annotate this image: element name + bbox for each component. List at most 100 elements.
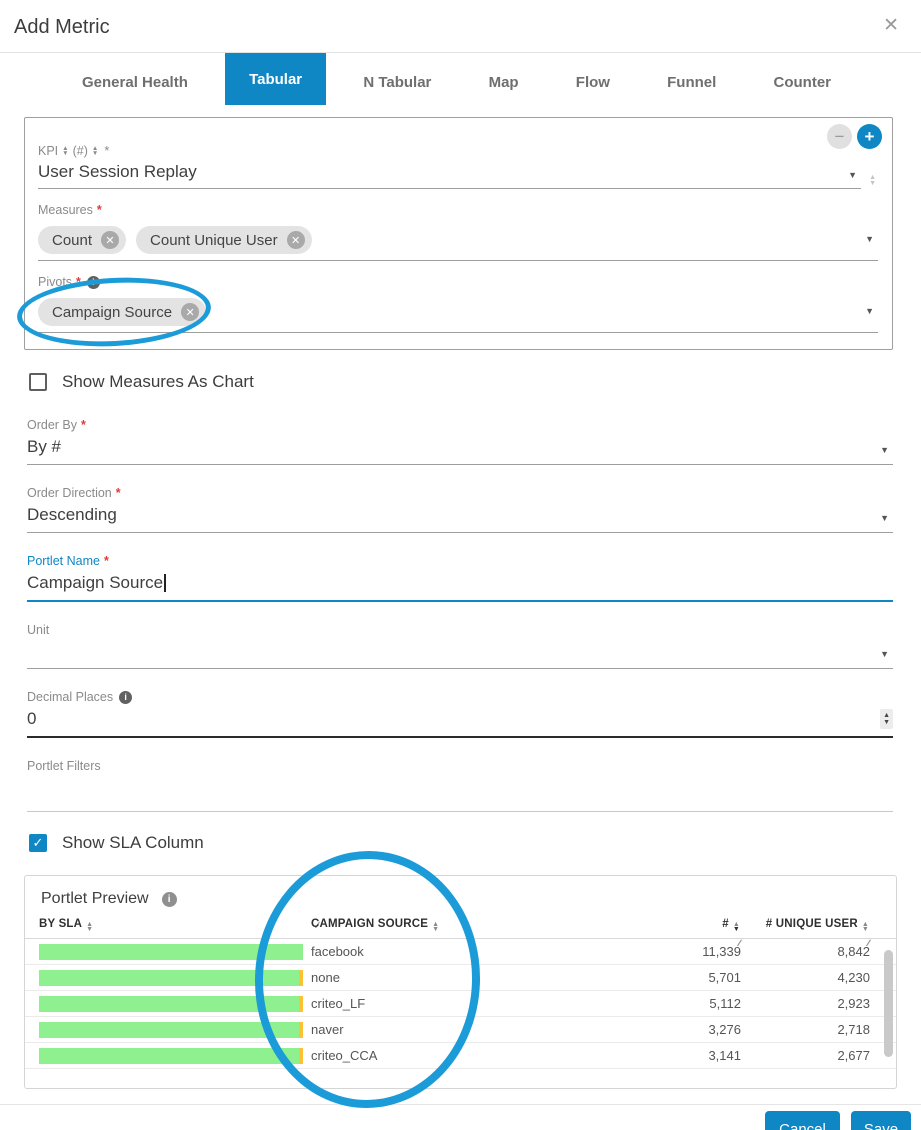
remove-chip-icon[interactable]: ✕ [181, 303, 200, 321]
required-asterisk: * [81, 418, 86, 432]
measure-chip-count-unique-user: Count Unique User ✕ [136, 226, 312, 254]
pivots-select[interactable]: Campaign Source ✕ ▼ [38, 291, 878, 333]
required-asterisk: * [103, 554, 109, 568]
order-direction-value: Descending [27, 505, 117, 524]
pivot-chip-campaign-source: Campaign Source ✕ [38, 298, 207, 326]
sort-icon[interactable]: ▲ ▼ [86, 921, 94, 933]
remove-chip-icon[interactable]: ✕ [286, 231, 305, 249]
number-stepper[interactable]: ▲ ▼ [880, 709, 893, 729]
portlet-filters-label: Portlet Filters [27, 759, 101, 773]
sort-icon[interactable]: ▲ ▼ [861, 921, 869, 933]
unique-user-cell: 8,842 [837, 944, 870, 959]
decimal-places-field: Decimal Places i 0 ▲ ▼ [27, 690, 893, 738]
decimal-places-input[interactable]: 0 ▲ ▼ [27, 709, 893, 738]
campaign-source-cell: naver [311, 1022, 344, 1037]
order-by-field: Order By * By # ▼ [27, 418, 893, 465]
unique-user-cell: 2,923 [837, 996, 870, 1011]
chevron-down-icon[interactable]: ▼ [880, 445, 889, 455]
kpi-card-actions: − + [827, 124, 882, 149]
campaign-source-cell: criteo_CCA [311, 1048, 378, 1063]
kpi-field: KPI ▲ ▼ (#) ▲ ▼ * User Session Replay ▼ ▲ ▼ [38, 144, 878, 189]
sla-bar [39, 995, 303, 1012]
show-measures-as-chart-row: Show Measures As Chart [29, 372, 921, 392]
tab-general-health[interactable]: General Health [82, 73, 188, 91]
chevron-down-icon[interactable]: ▼ [880, 649, 889, 659]
sort-icon[interactable]: ▲ ▼ [91, 145, 99, 157]
sort-icon[interactable]: ▲ ▼ [732, 921, 740, 933]
order-direction-field: Order Direction * Descending ▼ [27, 486, 893, 533]
decimal-places-label: Decimal Places [27, 690, 114, 704]
show-sla-column-row: ✓ Show SLA Column [29, 833, 921, 853]
decimal-places-value: 0 [27, 709, 37, 728]
kpi-select[interactable]: User Session Replay ▼ [38, 162, 862, 189]
add-kpi-button[interactable]: + [857, 124, 882, 149]
pivots-label: Pivots * i [38, 275, 878, 289]
tab-n-tabular[interactable]: N Tabular [363, 73, 432, 91]
tab-counter[interactable]: Counter [773, 73, 832, 91]
chevron-down-icon[interactable]: ▼ [865, 234, 874, 244]
measures-field: Measures * Count ✕ Count Unique User ✕ ▼ [38, 203, 878, 261]
kpi-card: − + KPI ▲ ▼ (#) ▲ ▼ * User Session Replay … [24, 117, 893, 350]
kpi-spinner[interactable]: ▲ ▼ [869, 174, 876, 187]
chevron-down-icon[interactable]: ▼ [848, 170, 858, 180]
show-sla-column-label: Show SLA Column [62, 833, 204, 852]
tab-bar: General Health Tabular N Tabular Map Flo… [0, 53, 921, 105]
portlet-filters-field: Portlet Filters [27, 759, 893, 812]
table-scrollbar[interactable] [884, 950, 893, 1080]
portlet-filters-input[interactable] [27, 778, 893, 812]
pivots-field: Pivots * i Campaign Source ✕ ▼ [38, 275, 878, 333]
sort-icon[interactable]: ▲ ▼ [432, 921, 440, 933]
sla-bar [39, 1047, 303, 1064]
column-header-count[interactable]: #▲▼ ∕∕ [722, 918, 741, 948]
sla-bar [39, 1021, 303, 1038]
required-asterisk: * [76, 275, 81, 289]
unique-user-cell: 2,718 [837, 1022, 870, 1037]
measures-select[interactable]: Count ✕ Count Unique User ✕ ▼ [38, 219, 878, 261]
portlet-name-field: Portlet Name * Campaign Source [27, 554, 893, 602]
column-header-campaign-source[interactable]: CAMPAIGN SOURCE ▲ ▼ [311, 918, 440, 933]
table-row: facebook 11,339 8,842 [25, 939, 896, 965]
info-icon[interactable]: i [86, 275, 100, 289]
campaign-source-cell: facebook [311, 944, 364, 959]
remove-chip-icon[interactable]: ✕ [101, 231, 120, 249]
tab-flow[interactable]: Flow [575, 73, 610, 91]
campaign-source-cell: criteo_LF [311, 996, 366, 1011]
preview-table-header: BY SLA▲▼ ∕∕ CAMPAIGN SOURCE▲▼ #▲▼ ∕∕ # U… [25, 918, 896, 948]
sla-bar [39, 969, 303, 986]
portlet-preview-panel: Portlet Preview i BY SLA▲▼ ∕∕ CAMPAIGN S… [24, 875, 897, 1089]
scrollbar-thumb[interactable] [884, 950, 893, 1057]
show-measures-as-chart-checkbox[interactable] [29, 373, 47, 391]
order-direction-select[interactable]: Descending ▼ [27, 505, 893, 533]
sort-icon[interactable]: ▲ ▼ [62, 145, 69, 157]
minus-icon: − [834, 126, 845, 146]
chevron-down-icon[interactable]: ▼ [865, 306, 874, 316]
text-cursor [164, 574, 166, 592]
portlet-name-input[interactable]: Campaign Source [27, 573, 893, 602]
remove-kpi-button[interactable]: − [827, 124, 852, 149]
tab-tabular[interactable]: Tabular [225, 53, 327, 105]
kpi-value: User Session Replay [38, 162, 197, 181]
chevron-down-icon[interactable]: ▼ [880, 513, 889, 523]
column-header-unique-user[interactable]: # UNIQUE USER▲▼ ∕∕ [765, 918, 870, 948]
tab-map[interactable]: Map [488, 73, 519, 91]
tab-funnel[interactable]: Funnel [667, 73, 717, 91]
campaign-source-cell: none [311, 970, 340, 985]
order-by-label: Order By [27, 418, 78, 432]
count-cell: 3,141 [708, 1048, 741, 1063]
close-icon[interactable]: ✕ [883, 15, 899, 36]
required-asterisk: * [115, 486, 121, 500]
column-header-by-sla[interactable]: BY SLA▲▼ ∕∕ [39, 918, 319, 933]
info-icon[interactable]: i [119, 690, 133, 704]
table-row: none 5,701 4,230 [25, 965, 896, 991]
save-button[interactable]: Save [851, 1111, 911, 1130]
count-cell: 5,701 [708, 970, 741, 985]
info-icon[interactable]: i [161, 891, 177, 907]
cancel-button[interactable]: Cancel [765, 1111, 840, 1130]
show-sla-column-checkbox[interactable]: ✓ [29, 834, 47, 852]
unit-select[interactable]: ▼ [27, 642, 893, 669]
sla-bar [39, 943, 303, 960]
table-row: criteo_LF 5,112 2,923 [25, 991, 896, 1017]
count-cell: 5,112 [709, 996, 741, 1011]
order-by-select[interactable]: By # ▼ [27, 437, 893, 465]
